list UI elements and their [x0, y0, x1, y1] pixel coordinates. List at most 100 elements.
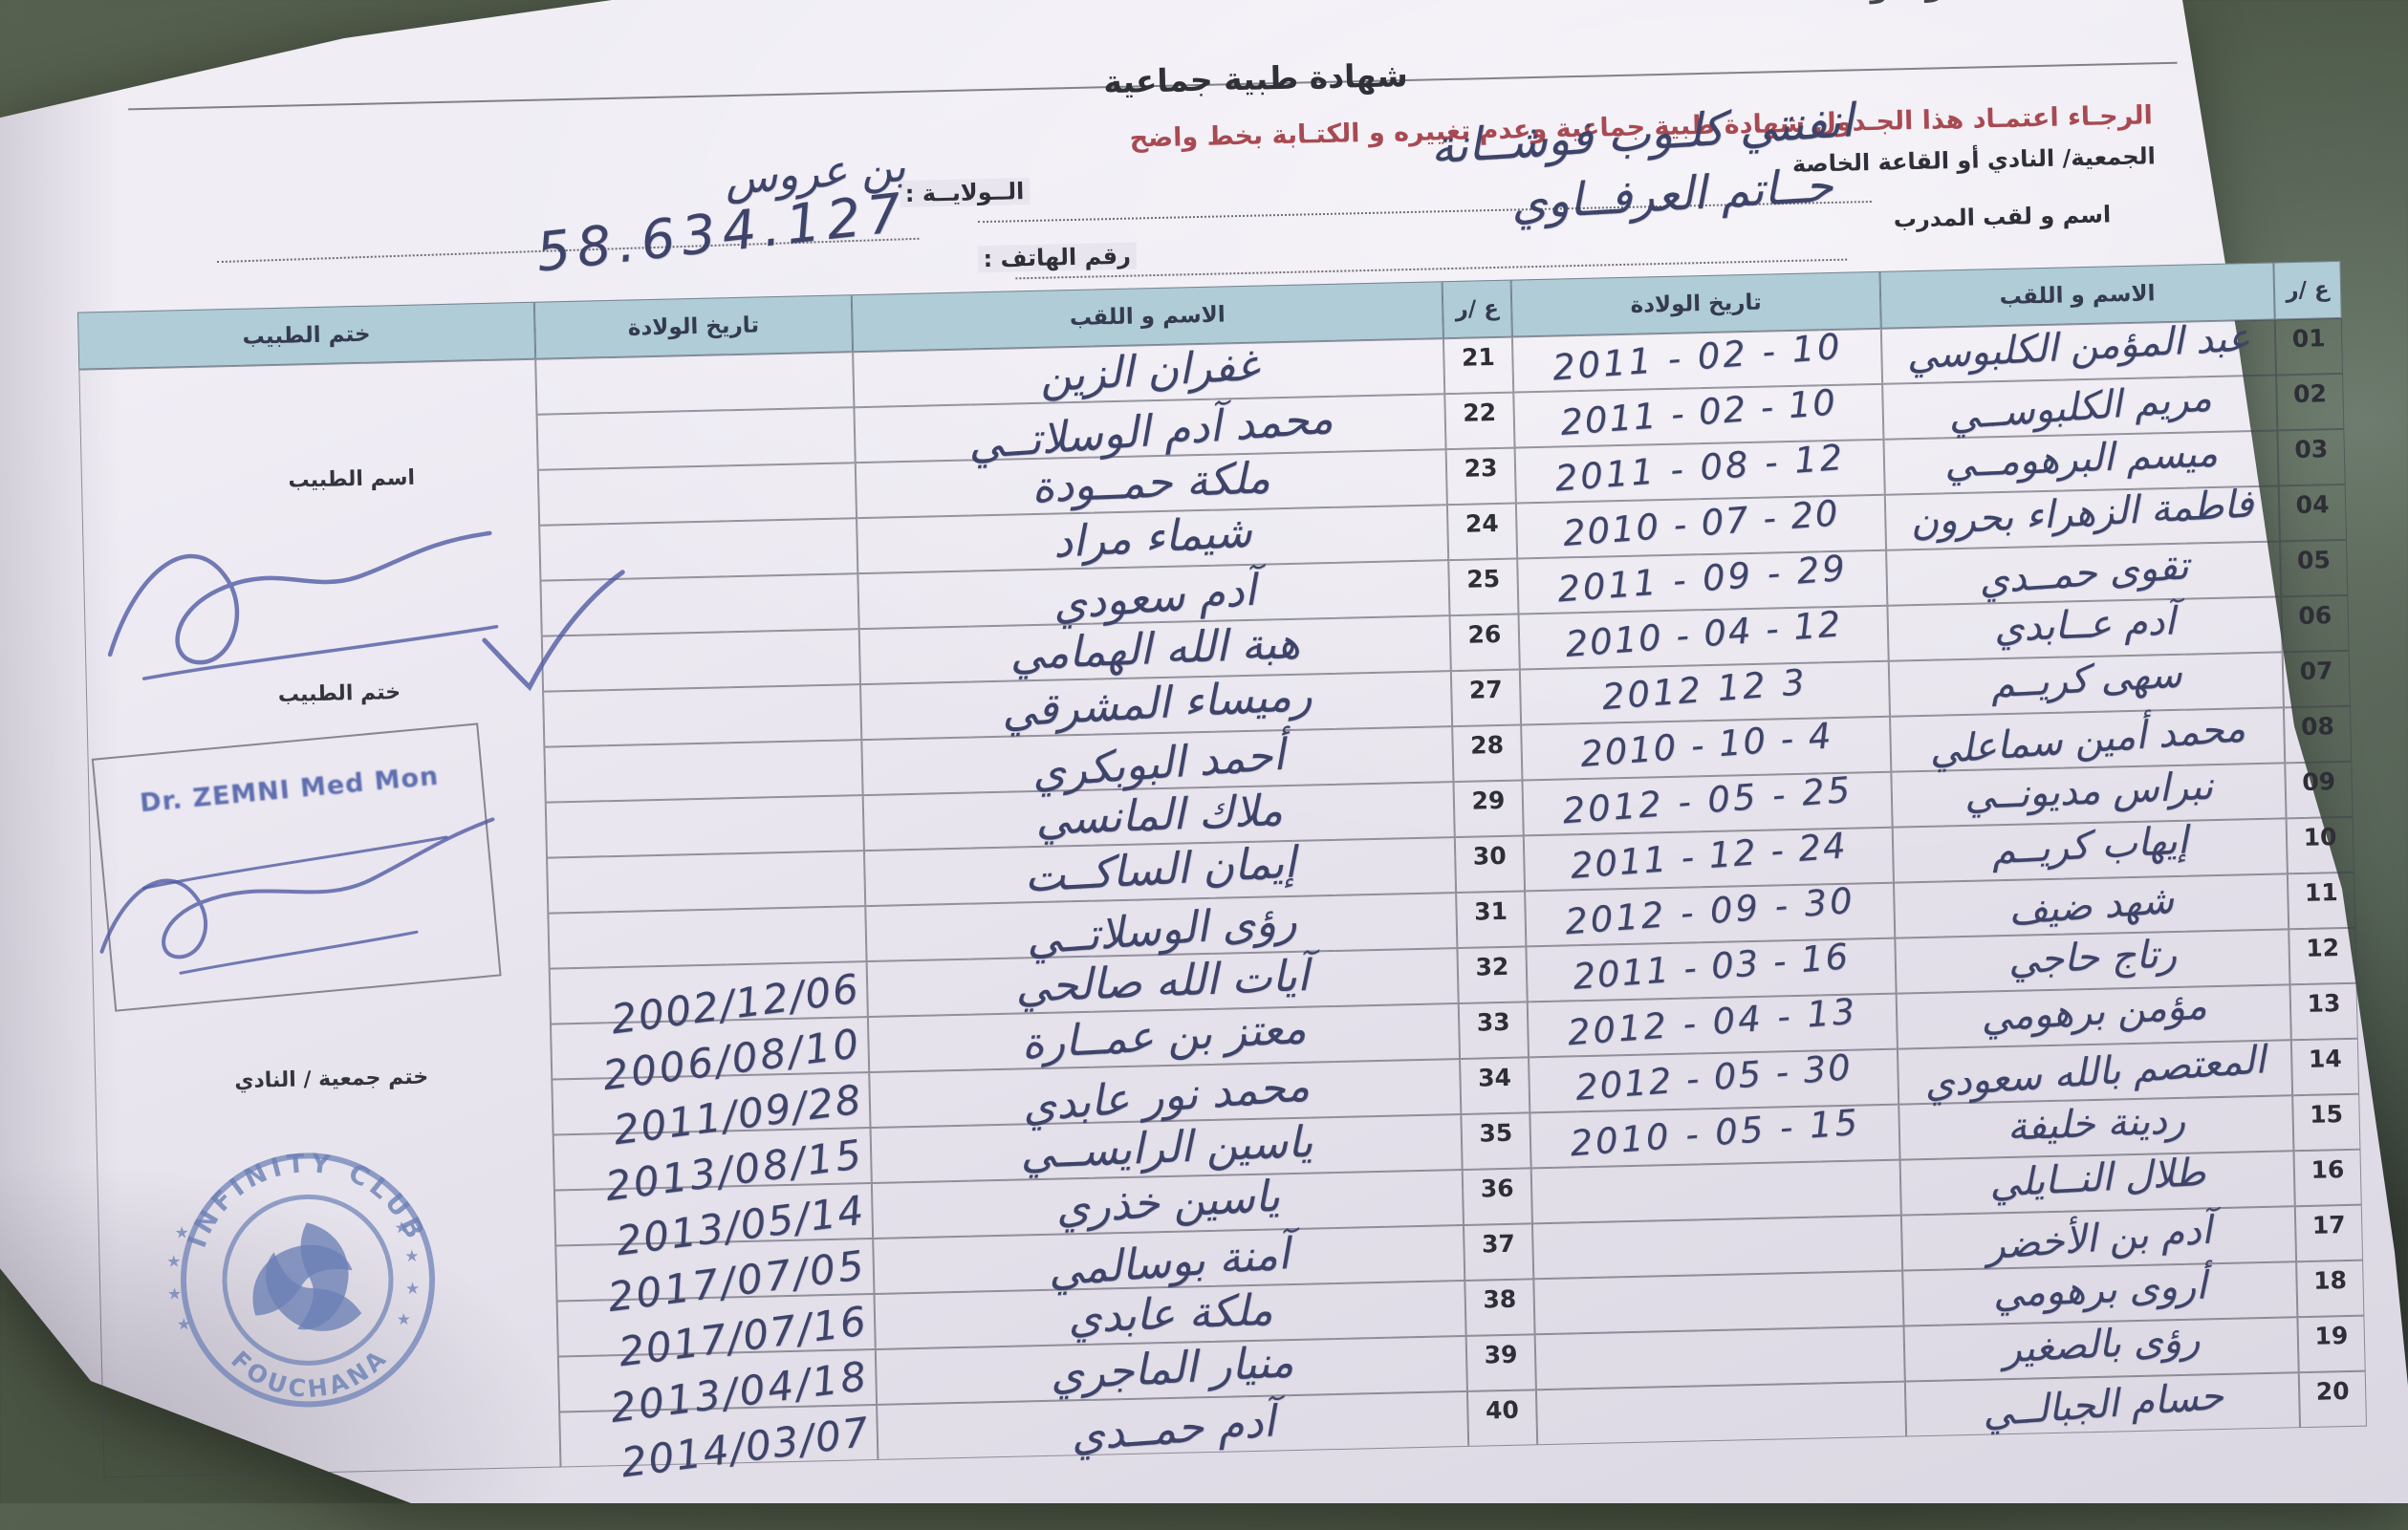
page-title: شهادة طبية جماعية — [1102, 55, 1409, 101]
pen-checkmark — [482, 570, 625, 692]
athlete-name-right: آدم بن الأخضر — [1900, 1206, 2297, 1271]
row-number-right: 11 — [2287, 872, 2356, 930]
row-number-left: 39 — [1465, 1334, 1536, 1391]
athlete-dob-left — [545, 795, 864, 858]
athlete-name-right: حسام الجبالــي — [1904, 1372, 2301, 1437]
row-number-left: 30 — [1454, 835, 1526, 894]
stamp-swirl-logo — [252, 1222, 362, 1331]
row-number-right: 19 — [2297, 1315, 2366, 1373]
athlete-name-right: أروى برهومي — [1902, 1261, 2298, 1326]
row-number-right: 12 — [2289, 927, 2357, 985]
row-number-left: 40 — [1466, 1390, 1538, 1447]
athlete-dob-right: 2010 - 04 - 12 — [1518, 603, 1889, 670]
star-icon: ★ — [174, 1223, 189, 1242]
row-number-left: 22 — [1444, 392, 1515, 450]
athlete-name-right: فاطمة الزهراء بحرون — [1884, 482, 2280, 550]
athlete-name-right: رتاج حاجي — [1895, 929, 2290, 994]
club-stamp-label: ختم جمعية / النادي — [234, 1065, 429, 1094]
star-icon: ★ — [405, 1280, 421, 1299]
row-number-left: 37 — [1464, 1223, 1534, 1281]
col-header-doctor-stamp: ختم الطبيب — [76, 301, 536, 370]
athlete-dob-left — [547, 851, 866, 914]
athlete-name-right: ردينة خليفة — [1898, 1095, 2294, 1160]
svg-text:FOUCHANA: FOUCHANA — [226, 1342, 395, 1405]
coach-field-value: حــاتم العرفــاوي — [1509, 159, 1834, 231]
row-number-right: 13 — [2289, 982, 2358, 1041]
federation-title: الجامعة التونسية للتــايكواندو — [1870, 0, 2278, 5]
row-number-left: 28 — [1452, 724, 1523, 783]
phone-field-label: رقم الهاتف : — [977, 242, 1138, 273]
athlete-dob-right — [1531, 1215, 1903, 1280]
row-number-left: 23 — [1445, 447, 1516, 506]
star-icon: ★ — [404, 1247, 420, 1266]
row-number-left: 38 — [1464, 1279, 1535, 1336]
row-number-left: 36 — [1462, 1168, 1532, 1225]
col-header-num-left: ع /ر — [1442, 279, 1512, 339]
athlete-dob-right — [1530, 1159, 1901, 1224]
row-number-right: 03 — [2277, 428, 2346, 486]
athlete-dob-left: 2002/12/06 — [549, 961, 868, 1043]
row-number-left: 33 — [1458, 1002, 1529, 1060]
star-icon: ★ — [167, 1284, 183, 1304]
row-number-right: 18 — [2296, 1260, 2365, 1318]
row-number-right: 16 — [2293, 1149, 2362, 1207]
club-field-label: الجمعية/ النادي أو القاعة الخاصة — [1791, 142, 2157, 178]
phone-field-value: 58.634.127 — [533, 182, 912, 285]
athlete-name-right: تقوى حمــدي — [1886, 541, 2282, 606]
athlete-dob-right: 2010 - 05 - 15 — [1529, 1102, 1900, 1169]
star-icon: ★ — [394, 1218, 409, 1238]
row-number-right: 10 — [2286, 816, 2354, 874]
doctor-stamp-label: ختم الطبيب — [277, 680, 401, 707]
row-number-left: 27 — [1450, 669, 1522, 727]
athletes-table: ع /ر الاسم و اللقب تاريخ الولادة ع /ر ال… — [76, 260, 2368, 1486]
athlete-dob-right — [1535, 1381, 1907, 1446]
col-header-num-right: ع /ر — [2273, 260, 2342, 320]
row-number-left: 32 — [1457, 946, 1528, 1004]
star-icon: ★ — [166, 1252, 182, 1271]
row-number-left: 35 — [1461, 1112, 1531, 1170]
doctor-stamp-signature — [99, 817, 495, 975]
doctor-rect-stamp: Dr. ZEMNI Med Mon — [91, 722, 502, 1012]
row-number-right: 01 — [2274, 317, 2344, 376]
doctor-stamp-column: اسم الطبيب ختم الطبيب Dr. ZEMNI Med Mon … — [78, 358, 561, 1478]
row-number-right: 20 — [2298, 1370, 2368, 1429]
row-number-left: 34 — [1460, 1057, 1530, 1115]
athlete-dob-left — [536, 407, 856, 470]
row-number-right: 02 — [2276, 373, 2345, 431]
row-number-right: 05 — [2279, 539, 2349, 597]
coach-field-label: اسم و لقب المدرب — [1893, 201, 2112, 233]
stamp-stars: ★ ★ ★ ★ ★ ★ ★ ★ — [166, 1218, 421, 1335]
doctor-signature — [107, 530, 499, 680]
state-field-label: الــولايــة : — [899, 177, 1030, 208]
col-header-dob-left: تاريخ الولادة — [533, 294, 854, 359]
athlete-dob-right — [1533, 1270, 1904, 1335]
athlete-name-right: رؤى بالصغير — [1903, 1317, 2299, 1382]
athlete-name-right: عبد المؤمن الكلبوسي — [1880, 315, 2277, 384]
round-stamp-bottom-text: FOUCHANA — [226, 1342, 395, 1405]
athlete-name-right: محمد أمين سماعلي — [1890, 706, 2286, 773]
athlete-name-right: آدم عــابدي — [1887, 596, 2283, 661]
row-number-right: 04 — [2278, 484, 2347, 542]
athlete-name-right: طلال النــايلي — [1899, 1151, 2295, 1216]
row-number-right: 17 — [2294, 1204, 2364, 1262]
star-icon: ★ — [177, 1315, 192, 1334]
row-number-left: 25 — [1448, 558, 1519, 616]
athlete-dob-right: 2012 12 3 — [1519, 660, 1891, 725]
athlete-dob-left — [544, 740, 863, 803]
athlete-name-right: المعتصم بالله سعودي — [1897, 1038, 2293, 1107]
athlete-name-right: سهى كريــم — [1888, 652, 2284, 717]
row-number-left: 21 — [1443, 336, 1514, 395]
star-icon: ★ — [396, 1310, 411, 1329]
athlete-dob-left — [548, 906, 867, 969]
athlete-name-right: شهد ضيف — [1893, 873, 2289, 938]
row-number-left: 26 — [1449, 614, 1520, 672]
row-number-left: 31 — [1456, 891, 1527, 949]
row-number-left: 24 — [1446, 503, 1518, 561]
athlete-dob-left — [535, 352, 855, 415]
row-number-right: 14 — [2290, 1038, 2360, 1096]
row-number-right: 09 — [2285, 761, 2354, 819]
athlete-name-right: مؤمن برهومي — [1896, 984, 2291, 1049]
